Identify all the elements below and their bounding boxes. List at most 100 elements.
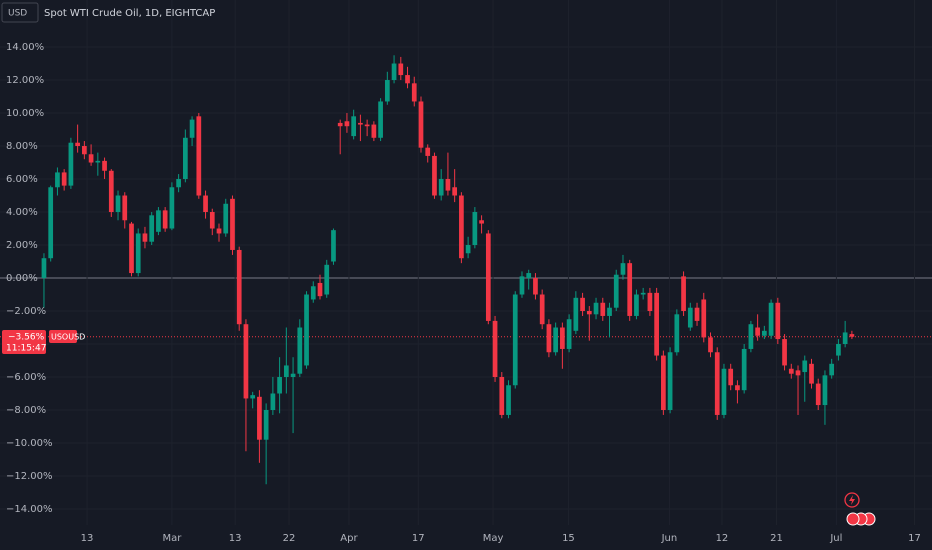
y-tick-label: −6.00%	[6, 372, 46, 383]
candle-body	[48, 187, 54, 259]
candle-body	[822, 375, 828, 406]
y-tick-label: 2.00%	[6, 240, 38, 251]
candle-body	[149, 215, 155, 242]
chart-title: Spot WTI Crude Oil, 1D, EIGHTCAP	[44, 8, 215, 19]
candle-body	[411, 83, 417, 102]
candle-body	[257, 396, 262, 440]
y-tick-label: −10.00%	[6, 438, 53, 449]
candle-body	[391, 63, 397, 81]
candle-body	[802, 360, 808, 373]
candle-body	[82, 146, 87, 155]
candle-body	[735, 385, 740, 391]
candle-body	[465, 245, 471, 254]
x-tick-label: Apr	[340, 533, 358, 544]
event-icon[interactable]	[844, 492, 860, 508]
candle-body	[546, 324, 552, 353]
candle-body	[526, 273, 532, 279]
candle-body	[842, 332, 848, 345]
candle-body	[647, 292, 653, 312]
candle-body	[55, 172, 60, 188]
flag-icon[interactable]	[846, 512, 860, 526]
candle-body	[243, 324, 249, 399]
candle-body	[263, 410, 269, 440]
candle-body	[701, 299, 707, 338]
candle-body	[297, 327, 303, 374]
candle-body	[405, 75, 410, 84]
candle-body	[573, 297, 579, 331]
candle-body	[627, 263, 633, 316]
grid	[0, 277, 932, 338]
candle-body	[129, 223, 134, 274]
y-tick-label: 8.00%	[6, 141, 38, 152]
candle-body	[209, 212, 215, 229]
y-tick-label: −8.00%	[6, 405, 46, 416]
candle-body	[344, 121, 350, 127]
candle-body	[755, 327, 760, 336]
candle-body	[203, 195, 208, 213]
candles	[41, 55, 855, 485]
candle-body	[142, 233, 148, 242]
candle-body	[290, 373, 296, 378]
candle-body	[102, 160, 107, 171]
candle-body	[425, 147, 431, 156]
candle-body	[849, 334, 855, 337]
candle-body	[661, 355, 666, 411]
candle-body	[324, 264, 330, 295]
candle-body	[479, 220, 484, 224]
candle-body	[539, 294, 545, 325]
candle-body	[634, 294, 639, 316]
candle-body	[61, 172, 67, 186]
last-price-label: −3.56%	[8, 333, 45, 343]
candle-body	[317, 282, 323, 297]
event-icon-bolt	[849, 495, 855, 505]
candle-body	[472, 212, 478, 246]
candle-body	[331, 230, 336, 262]
candle-body	[371, 124, 377, 138]
candle-body	[364, 124, 370, 127]
currency-button[interactable]	[1, 2, 39, 23]
y-tick-label: −12.00%	[6, 471, 53, 482]
candle-body	[512, 294, 518, 386]
last-price: −3.56% 11:15:47 USOUSD	[2, 330, 85, 354]
x-tick-label: 21	[770, 533, 783, 544]
x-tick-label: May	[483, 533, 504, 544]
candle-body	[613, 274, 619, 308]
candle-body	[607, 307, 612, 316]
candle-body	[620, 263, 626, 275]
candle-body	[432, 155, 437, 196]
x-tick-label: 17	[412, 533, 425, 544]
candle-body	[519, 276, 525, 295]
y-tick-label: −14.00%	[6, 504, 53, 515]
candle-body	[586, 311, 592, 315]
candle-body	[270, 393, 276, 411]
candle-body	[694, 307, 700, 321]
candle-body	[189, 119, 195, 138]
candle-body	[196, 116, 202, 196]
candle-body	[337, 122, 343, 127]
countdown: 11:15:47	[6, 344, 46, 354]
candle-body	[485, 233, 491, 321]
candle-body	[768, 302, 774, 336]
candle-body	[384, 80, 390, 102]
y-tick-label: −2.00%	[6, 306, 46, 317]
candle-body	[566, 319, 572, 349]
y-tick-label: 0.00%	[6, 273, 38, 284]
candle-body	[283, 365, 289, 378]
candle-body	[788, 368, 794, 374]
candle-body	[809, 363, 814, 384]
candle-body	[499, 377, 505, 415]
candle-body	[95, 160, 101, 163]
y-tick-label: 6.00%	[6, 174, 38, 185]
candle-body	[506, 385, 511, 415]
candle-body	[250, 395, 256, 399]
candle-body	[795, 370, 801, 376]
candle-body	[708, 337, 713, 353]
candle-body	[438, 179, 444, 196]
candle-body	[829, 363, 835, 376]
candle-body	[762, 330, 767, 336]
candle-body	[310, 286, 316, 300]
candle-body	[593, 302, 599, 315]
candle-body	[108, 170, 114, 213]
